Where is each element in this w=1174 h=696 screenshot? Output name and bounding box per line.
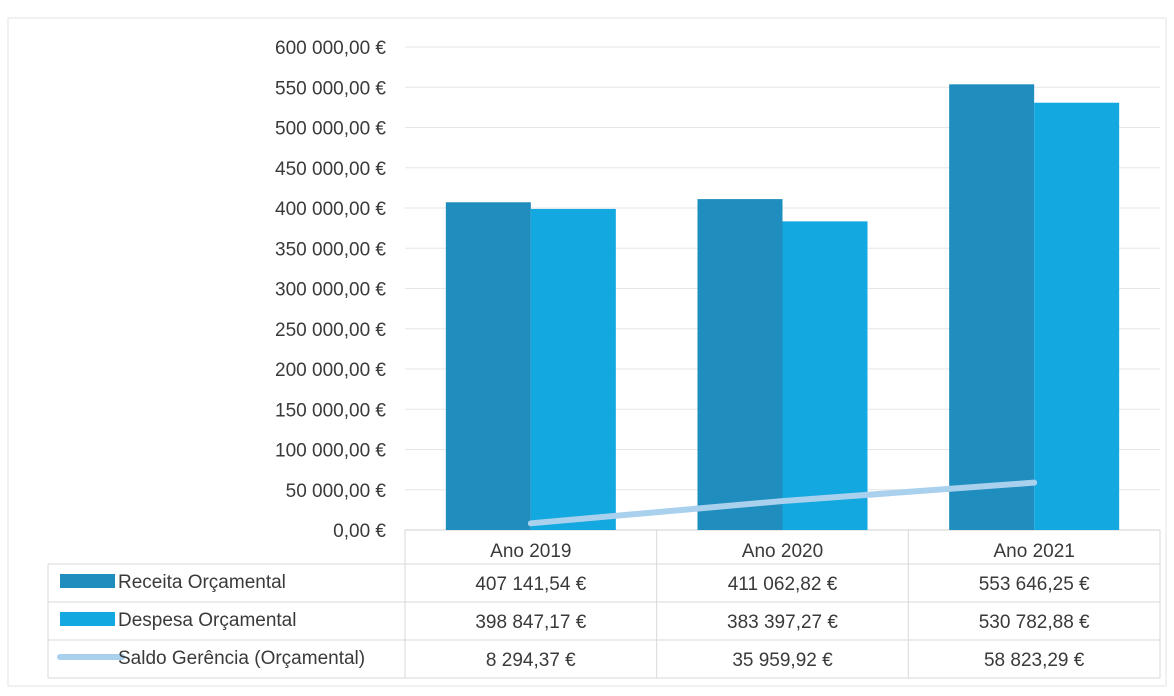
y-tick-label: 500 000,00 € [275,119,386,140]
bar-receita [446,202,531,530]
table-value: 398 847,17 € [475,612,586,633]
legend-series-name: Saldo Gerência (Orçamental) [118,648,365,669]
bar-receita [698,199,783,530]
y-tick-label: 350 000,00 € [275,239,386,260]
y-tick-label: 50 000,00 € [286,481,387,502]
y-tick-label: 200 000,00 € [275,360,386,381]
table-value: 383 397,27 € [727,612,838,633]
bar-despesa [783,221,868,530]
y-tick-label: 100 000,00 € [275,441,386,462]
legend-swatch-despesa [60,612,115,626]
y-tick-label: 450 000,00 € [275,159,386,180]
table-value: 553 646,25 € [979,574,1090,595]
y-tick-label: 0,00 € [333,521,386,542]
table-value: 35 959,92 € [732,650,833,671]
table-value: 411 062,82 € [728,574,838,595]
table-category-label: Ano 2021 [993,541,1074,562]
legend-series-name: Despesa Orçamental [118,610,296,631]
table-value: 530 782,88 € [979,612,1090,633]
bar-receita [949,84,1034,530]
legend-series-name: Receita Orçamental [118,572,286,593]
table-value: 407 141,54 € [475,574,586,595]
table-category-label: Ano 2019 [490,541,571,562]
table-value: 58 823,29 € [984,650,1085,671]
y-tick-label: 300 000,00 € [275,280,386,301]
table-category-label: Ano 2020 [742,541,823,562]
bar-despesa [1034,103,1119,530]
table-value: 8 294,37 € [486,650,576,671]
y-tick-label: 250 000,00 € [275,320,386,341]
bar-despesa [531,209,616,530]
y-tick-label: 550 000,00 € [275,78,386,99]
legend-swatch-receita [60,574,115,588]
y-tick-label: 150 000,00 € [275,400,386,421]
y-tick-label: 600 000,00 € [275,38,386,59]
y-tick-label: 400 000,00 € [275,199,386,220]
